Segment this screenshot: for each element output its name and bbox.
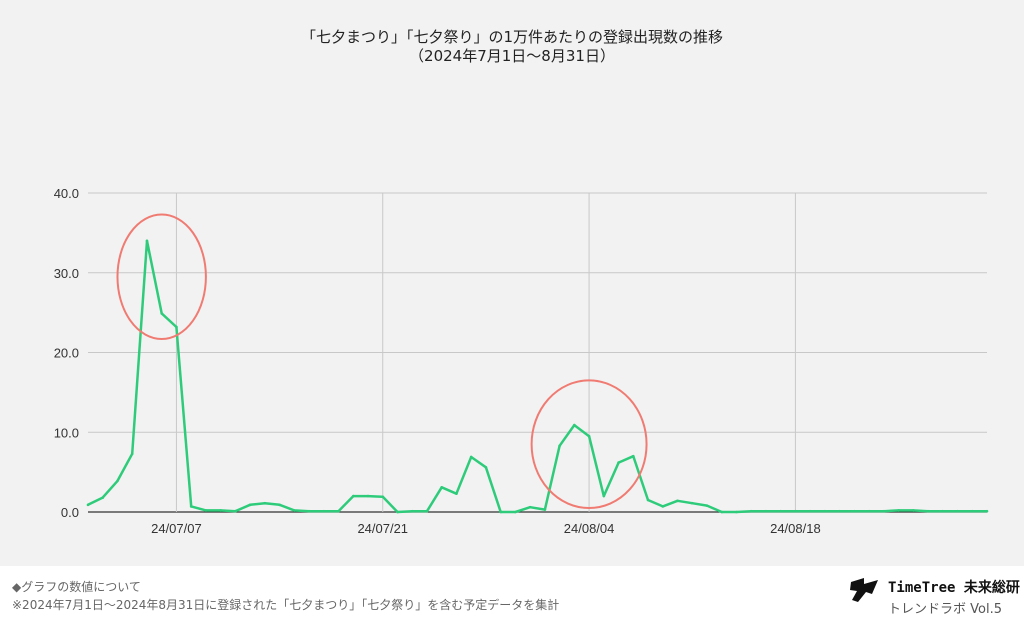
data-point [882,509,886,513]
x-tick-label: 24/07/21 [357,521,408,536]
y-tick-label: 40.0 [54,186,79,201]
data-point [602,494,606,498]
brand-name: TimeTree 未来総研 [888,580,1020,596]
data-point [867,509,871,513]
data-point [631,454,635,458]
data-point [410,509,414,513]
data-point [587,434,591,438]
chart-title: 「七夕まつり」「七夕祭り」の1万件あたりの登録出現数の推移 [300,28,724,46]
x-tick-label: 24/08/04 [564,521,615,536]
data-point [573,423,576,427]
chart-panel [0,0,1024,566]
data-point [705,504,709,507]
y-tick-label: 20.0 [54,346,79,361]
data-point [779,509,782,513]
data-point [749,509,753,513]
data-point [617,461,620,464]
data-point [558,444,561,448]
data-point [528,505,532,509]
data-point [912,509,915,512]
highlight-circle-1 [530,379,648,510]
data-point [794,509,797,513]
data-point [543,508,547,511]
tick-label-layer: 0.0 10.0 20.0 30.0 40.0 24/07/07 24/07/21 24/08… [54,186,821,536]
data-point [499,510,502,514]
series-layer [86,239,989,514]
data-point [484,466,488,469]
data-point [985,509,989,513]
data-point [86,503,90,507]
data-point [116,479,119,483]
data-point [735,510,738,514]
data-point [720,510,724,514]
data-point [219,509,222,512]
data-point [160,312,163,315]
data-point [956,509,959,513]
data-point [293,509,296,512]
data-point [278,503,281,507]
data-point [425,509,429,513]
grid-layer [88,192,987,513]
data-point [646,498,650,502]
data-point [897,509,900,512]
y-tick-label: 30.0 [54,266,79,281]
y-tick-label: 10.0 [54,425,79,440]
x-tick-label: 24/08/18 [770,521,821,536]
line-chart: 0.0 10.0 20.0 30.0 40.0 24/07/07 24/07/21 24/08… [54,186,989,536]
brand-subtitle: トレンドラボ Vol.5 [888,602,1002,617]
data-point [204,509,208,512]
data-point [514,510,517,514]
data-point [440,485,444,489]
data-point [853,509,856,513]
data-point [130,452,134,456]
data-point [941,509,945,513]
brand-logo-icon [850,578,878,602]
x-tick-label: 24/07/07 [151,521,202,536]
data-point [381,495,385,499]
footnote-heading: ◆グラフの数値について [12,580,141,594]
data-point [764,509,768,513]
data-point [970,509,974,513]
data-point [307,509,311,513]
highlight-circle-0 [116,213,207,340]
data-point [926,509,930,513]
data-point [351,494,355,498]
highlight-layer [116,213,648,510]
data-point [263,501,267,505]
data-point [808,509,812,513]
data-point [838,509,841,513]
data-point [322,509,326,513]
data-point [676,499,679,503]
data-point [337,509,340,513]
series-line-0 [87,239,987,514]
data-point [469,455,473,459]
footnote-text: ※2024年7月1日〜2024年8月31日に登録された「七夕まつり」「七夕祭り」… [12,598,560,612]
data-point [145,239,149,243]
y-tick-label: 0.0 [61,505,79,520]
data-point [101,496,105,499]
data-point [234,509,237,513]
data-point [455,492,458,495]
data-point [823,509,827,513]
data-point [396,510,399,514]
data-point [661,505,665,508]
data-point [248,503,252,507]
data-point [366,494,370,498]
chart-subtitle: （2024年7月1日〜8月31日） [409,47,615,65]
data-point [690,501,694,505]
data-point [189,505,193,508]
data-point [175,325,178,329]
